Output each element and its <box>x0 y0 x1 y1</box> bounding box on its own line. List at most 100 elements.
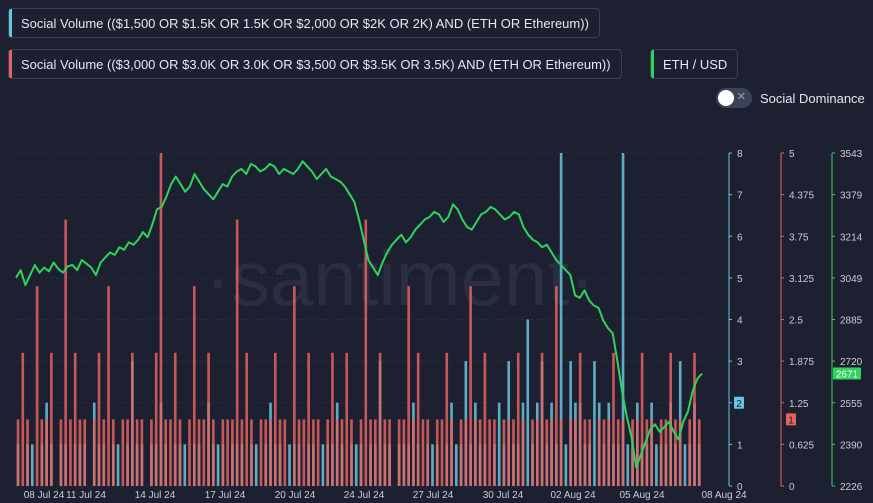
bar-social-volume-3-0k <box>192 286 196 486</box>
bar-social-volume-3-0k <box>293 286 296 486</box>
close-icon: ✕ <box>736 91 746 103</box>
bar-social-volume-3-0k <box>664 419 668 486</box>
bar-social-volume-3-0k <box>555 286 558 486</box>
axis-tick-label: 7 <box>737 191 743 202</box>
bar-social-volume-3-0k <box>445 352 449 486</box>
bar-social-volume-3-0k <box>583 419 587 486</box>
bar-social-volume-1-5k <box>559 153 563 486</box>
bar-social-volume-3-0k <box>569 419 572 486</box>
metric-color-bar <box>9 9 12 37</box>
bar-social-volume-3-0k <box>154 352 158 486</box>
bar-social-volume-3-0k <box>264 419 268 486</box>
x-axis-label: 05 Aug 24 <box>619 490 664 501</box>
bar-social-volume-3-0k <box>636 419 639 486</box>
bar-social-volume-3-0k <box>150 419 153 486</box>
bar-social-volume-3-0k <box>78 419 82 486</box>
bar-social-volume-3-0k <box>312 419 315 486</box>
bar-social-volume-3-0k <box>364 219 368 486</box>
bar-social-volume-1-5k <box>454 444 458 486</box>
axis-tick-label: 2.5 <box>789 316 803 327</box>
metric-color-bar <box>9 50 12 78</box>
bar-social-volume-3-0k <box>388 419 391 486</box>
metric-chip-social-volume-1-5k[interactable]: Social Volume (($1,500 OR $1.5K OR 1.5K … <box>8 8 600 38</box>
axis-tick-label: 3543 <box>840 149 863 160</box>
bar-social-volume-3-0k <box>516 352 520 486</box>
axis-tick-label: 2390 <box>840 440 863 451</box>
bar-social-volume-3-0k <box>678 419 682 486</box>
x-axis-label: 27 Jul 24 <box>413 490 454 501</box>
bar-social-volume-3-0k <box>178 419 182 486</box>
metric-chip-social-volume-3-0k[interactable]: Social Volume (($3,000 OR $3.0K OR 3.0K … <box>8 49 622 79</box>
bar-social-volume-3-0k <box>669 352 672 486</box>
bar-social-volume-3-0k <box>607 419 611 486</box>
axis-tick-label: 3379 <box>840 191 863 202</box>
bar-social-volume-1-5k <box>183 444 187 486</box>
bar-social-volume-3-0k <box>531 419 534 486</box>
bar-social-volume-3-0k <box>378 352 382 486</box>
bar-social-volume-3-0k <box>578 352 582 486</box>
bar-social-volume-3-0k <box>235 219 239 486</box>
bar-social-volume-1-5k <box>655 444 658 486</box>
bar-social-volume-3-0k <box>521 419 525 486</box>
bar-social-volume-1-5k <box>497 402 501 486</box>
axis-tick-label: 3.75 <box>789 232 809 243</box>
bar-social-volume-3-0k <box>535 419 539 486</box>
bar-social-volume-3-0k <box>240 419 244 486</box>
bar-social-volume-3-0k <box>40 419 44 486</box>
bar-social-volume-3-0k <box>164 419 168 486</box>
bar-social-volume-3-0k <box>121 419 125 486</box>
metric-chip-eth-usd[interactable]: ETH / USD <box>650 49 739 79</box>
current-value-label: 1 <box>788 415 794 426</box>
bar-social-volume-1-5k <box>526 319 530 486</box>
bar-social-volume-3-0k <box>188 419 191 486</box>
bar-social-volume-3-0k <box>59 419 63 486</box>
current-value-label: 2 <box>736 399 742 410</box>
bar-social-volume-3-0k <box>597 419 601 486</box>
social-dominance-toggle[interactable]: ✕ Social Dominance <box>716 88 865 108</box>
axis-tick-label: 2226 <box>840 482 863 493</box>
bar-social-volume-3-0k <box>574 419 577 486</box>
bar-social-volume-3-0k <box>688 419 692 486</box>
axis-tick-label: 1 <box>737 440 743 451</box>
bar-social-volume-3-0k <box>464 419 468 486</box>
bar-social-volume-3-0k <box>273 352 277 486</box>
bar-social-volume-3-0k <box>107 286 110 486</box>
toggle-switch[interactable]: ✕ <box>716 88 752 108</box>
axis-tick-label: 3.125 <box>789 274 814 285</box>
axis-tick-label: 0 <box>789 482 795 493</box>
bar-social-volume-3-0k <box>21 352 25 486</box>
bar-social-volume-3-0k <box>269 419 272 486</box>
bar-social-volume-3-0k <box>102 419 106 486</box>
bar-social-volume-3-0k <box>197 419 201 486</box>
bar-social-volume-3-0k <box>221 419 225 486</box>
bar-social-volume-3-0k <box>407 286 410 486</box>
bar-social-volume-3-0k <box>616 419 620 486</box>
bar-social-volume-3-0k <box>697 419 701 486</box>
metric-label: ETH / USD <box>663 56 728 72</box>
bar-social-volume-3-0k <box>416 352 420 486</box>
bar-social-volume-3-0k <box>326 419 329 486</box>
bar-social-volume-3-0k <box>207 352 210 486</box>
bar-social-volume-3-0k <box>507 419 511 486</box>
bar-social-volume-3-0k <box>302 419 306 486</box>
bar-social-volume-3-0k <box>435 419 439 486</box>
bar-social-volume-3-0k <box>69 419 72 486</box>
bar-social-volume-3-0k <box>493 419 496 486</box>
x-axis-label: 08 Aug 24 <box>701 490 746 501</box>
bar-social-volume-3-0k <box>26 419 29 486</box>
bar-social-volume-3-0k <box>421 419 425 486</box>
bar-social-volume-3-0k <box>469 286 472 486</box>
bar-social-volume-3-0k <box>245 352 249 486</box>
bar-social-volume-3-0k <box>459 419 463 486</box>
bar-social-volume-3-0k <box>621 419 625 486</box>
metric-color-bar <box>651 50 654 78</box>
axis-tick-label: 3214 <box>840 232 863 243</box>
bar-social-volume-1-5k <box>216 444 220 486</box>
bar-social-volume-3-0k <box>369 419 372 486</box>
bar-social-volume-3-0k <box>259 419 263 486</box>
bar-social-volume-3-0k <box>502 419 506 486</box>
bar-social-volume-3-0k <box>359 419 363 486</box>
x-axis-label: 17 Jul 24 <box>205 490 246 501</box>
bar-social-volume-3-0k <box>488 419 491 486</box>
bar-social-volume-3-0k <box>92 419 96 486</box>
